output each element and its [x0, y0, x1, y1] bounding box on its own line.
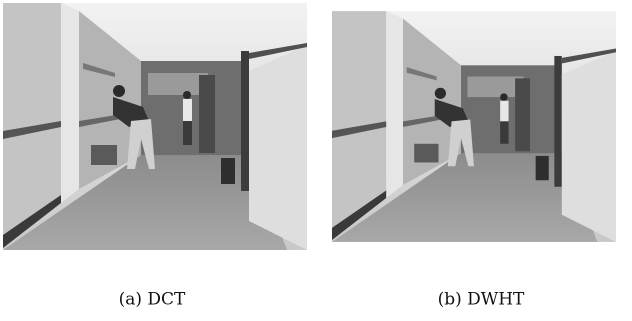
page: {"figure": {"subfigures": [{"caption": "…	[0, 0, 632, 316]
image-dct	[3, 3, 307, 250]
caption: (a) DCT	[119, 290, 186, 310]
image-dwht	[332, 11, 616, 242]
figure: (a) DCT (b) DWHT	[0, 0, 632, 316]
caption: (b) DWHT	[438, 290, 525, 310]
